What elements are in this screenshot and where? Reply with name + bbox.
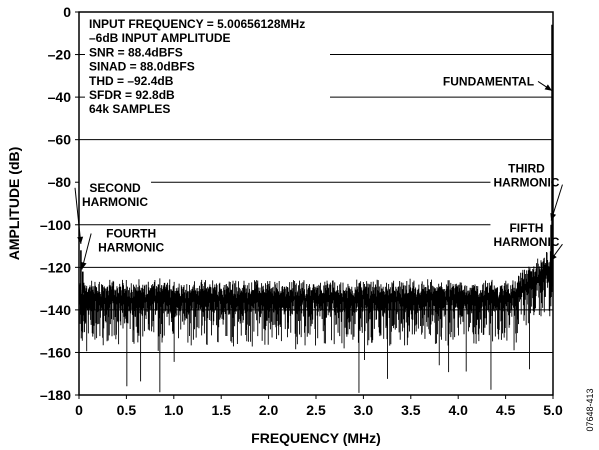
info-line: –6dB INPUT AMPLITUDE: [89, 31, 231, 45]
x-tick-label: 2.0: [259, 402, 279, 418]
annotation-label: FUNDAMENTAL: [443, 74, 534, 88]
text-backgrounds: [79, 15, 563, 258]
annotation-label: HARMONIC: [493, 235, 559, 249]
annotation-background: [95, 225, 168, 258]
y-tick-label: –40: [48, 89, 72, 105]
annotation-background: [79, 179, 152, 212]
x-tick-label: 3.5: [401, 402, 421, 418]
y-tick-label: –80: [48, 174, 72, 190]
info-line: 64k SAMPLES: [89, 102, 170, 116]
info-line: INPUT FREQUENCY = 5.00656128MHz: [89, 17, 305, 31]
info-text-block: INPUT FREQUENCY = 5.00656128MHz–6dB INPU…: [89, 17, 305, 116]
info-line: SNR = 88.4dBFS: [89, 45, 183, 59]
y-tick-label: 0: [63, 4, 71, 20]
annotation-arrowhead: [550, 212, 557, 221]
annotation-label: HARMONIC: [493, 176, 559, 190]
x-tick-label: 4.5: [496, 402, 516, 418]
y-tick-label: –20: [48, 47, 72, 63]
x-axis-ticks: 0 0.5 1.0 1.5 2.0 2.5 3.0 3.5 4.0 4.5 5.0: [75, 395, 563, 418]
annotation-label: HARMONIC: [82, 195, 148, 209]
y-tick-label: –140: [40, 302, 71, 318]
y-tick-label: –180: [40, 387, 71, 403]
annotation-label: THIRD: [508, 162, 545, 176]
y-axis-label: AMPLITUDE (dB): [6, 147, 22, 261]
annotation-label: FOURTH: [106, 227, 156, 241]
y-axis-ticks: 0 –20 –40 –60 –80 –100 –120 –140 –160 –180: [40, 4, 79, 403]
annotation-label: SECOND: [89, 181, 141, 195]
y-tick-label: –60: [48, 132, 72, 148]
x-tick-label: 5.0: [543, 402, 563, 418]
y-tick-label: –100: [40, 217, 71, 233]
x-tick-label: 2.5: [306, 402, 326, 418]
x-axis-label: FREQUENCY (MHz): [251, 430, 381, 446]
x-tick-label: 3.0: [354, 402, 374, 418]
info-line: SFDR = 92.8dB: [89, 88, 175, 102]
annotation-arrowhead: [77, 236, 84, 244]
info-line: SINAD = 88.0dBFS: [89, 60, 195, 74]
info-background: [85, 15, 330, 119]
x-tick-label: 4.0: [448, 402, 468, 418]
annotation-label: HARMONIC: [98, 241, 164, 255]
annotation-background: [490, 160, 563, 193]
figure-id: 07648-413: [585, 388, 595, 431]
x-tick-label: 0.5: [117, 402, 137, 418]
y-tick-label: –120: [40, 259, 71, 275]
annotation-background: [440, 73, 537, 92]
peak-annotations: FUNDAMENTALSECONDHARMONICTHIRDHARMONICFO…: [74, 74, 563, 270]
annotation-arrowhead: [80, 261, 87, 270]
annotation-label: FIFTH: [509, 221, 543, 235]
info-line: THD = –92.4dB: [89, 74, 174, 88]
annotation-arrow-line: [74, 187, 82, 244]
annotation-arrowhead: [550, 253, 557, 261]
x-tick-label: 1.0: [164, 402, 184, 418]
annotation-arrowhead: [544, 84, 553, 91]
y-tick-label: –160: [40, 344, 71, 360]
x-tick-label: 0: [75, 402, 83, 418]
x-tick-label: 1.5: [211, 402, 231, 418]
